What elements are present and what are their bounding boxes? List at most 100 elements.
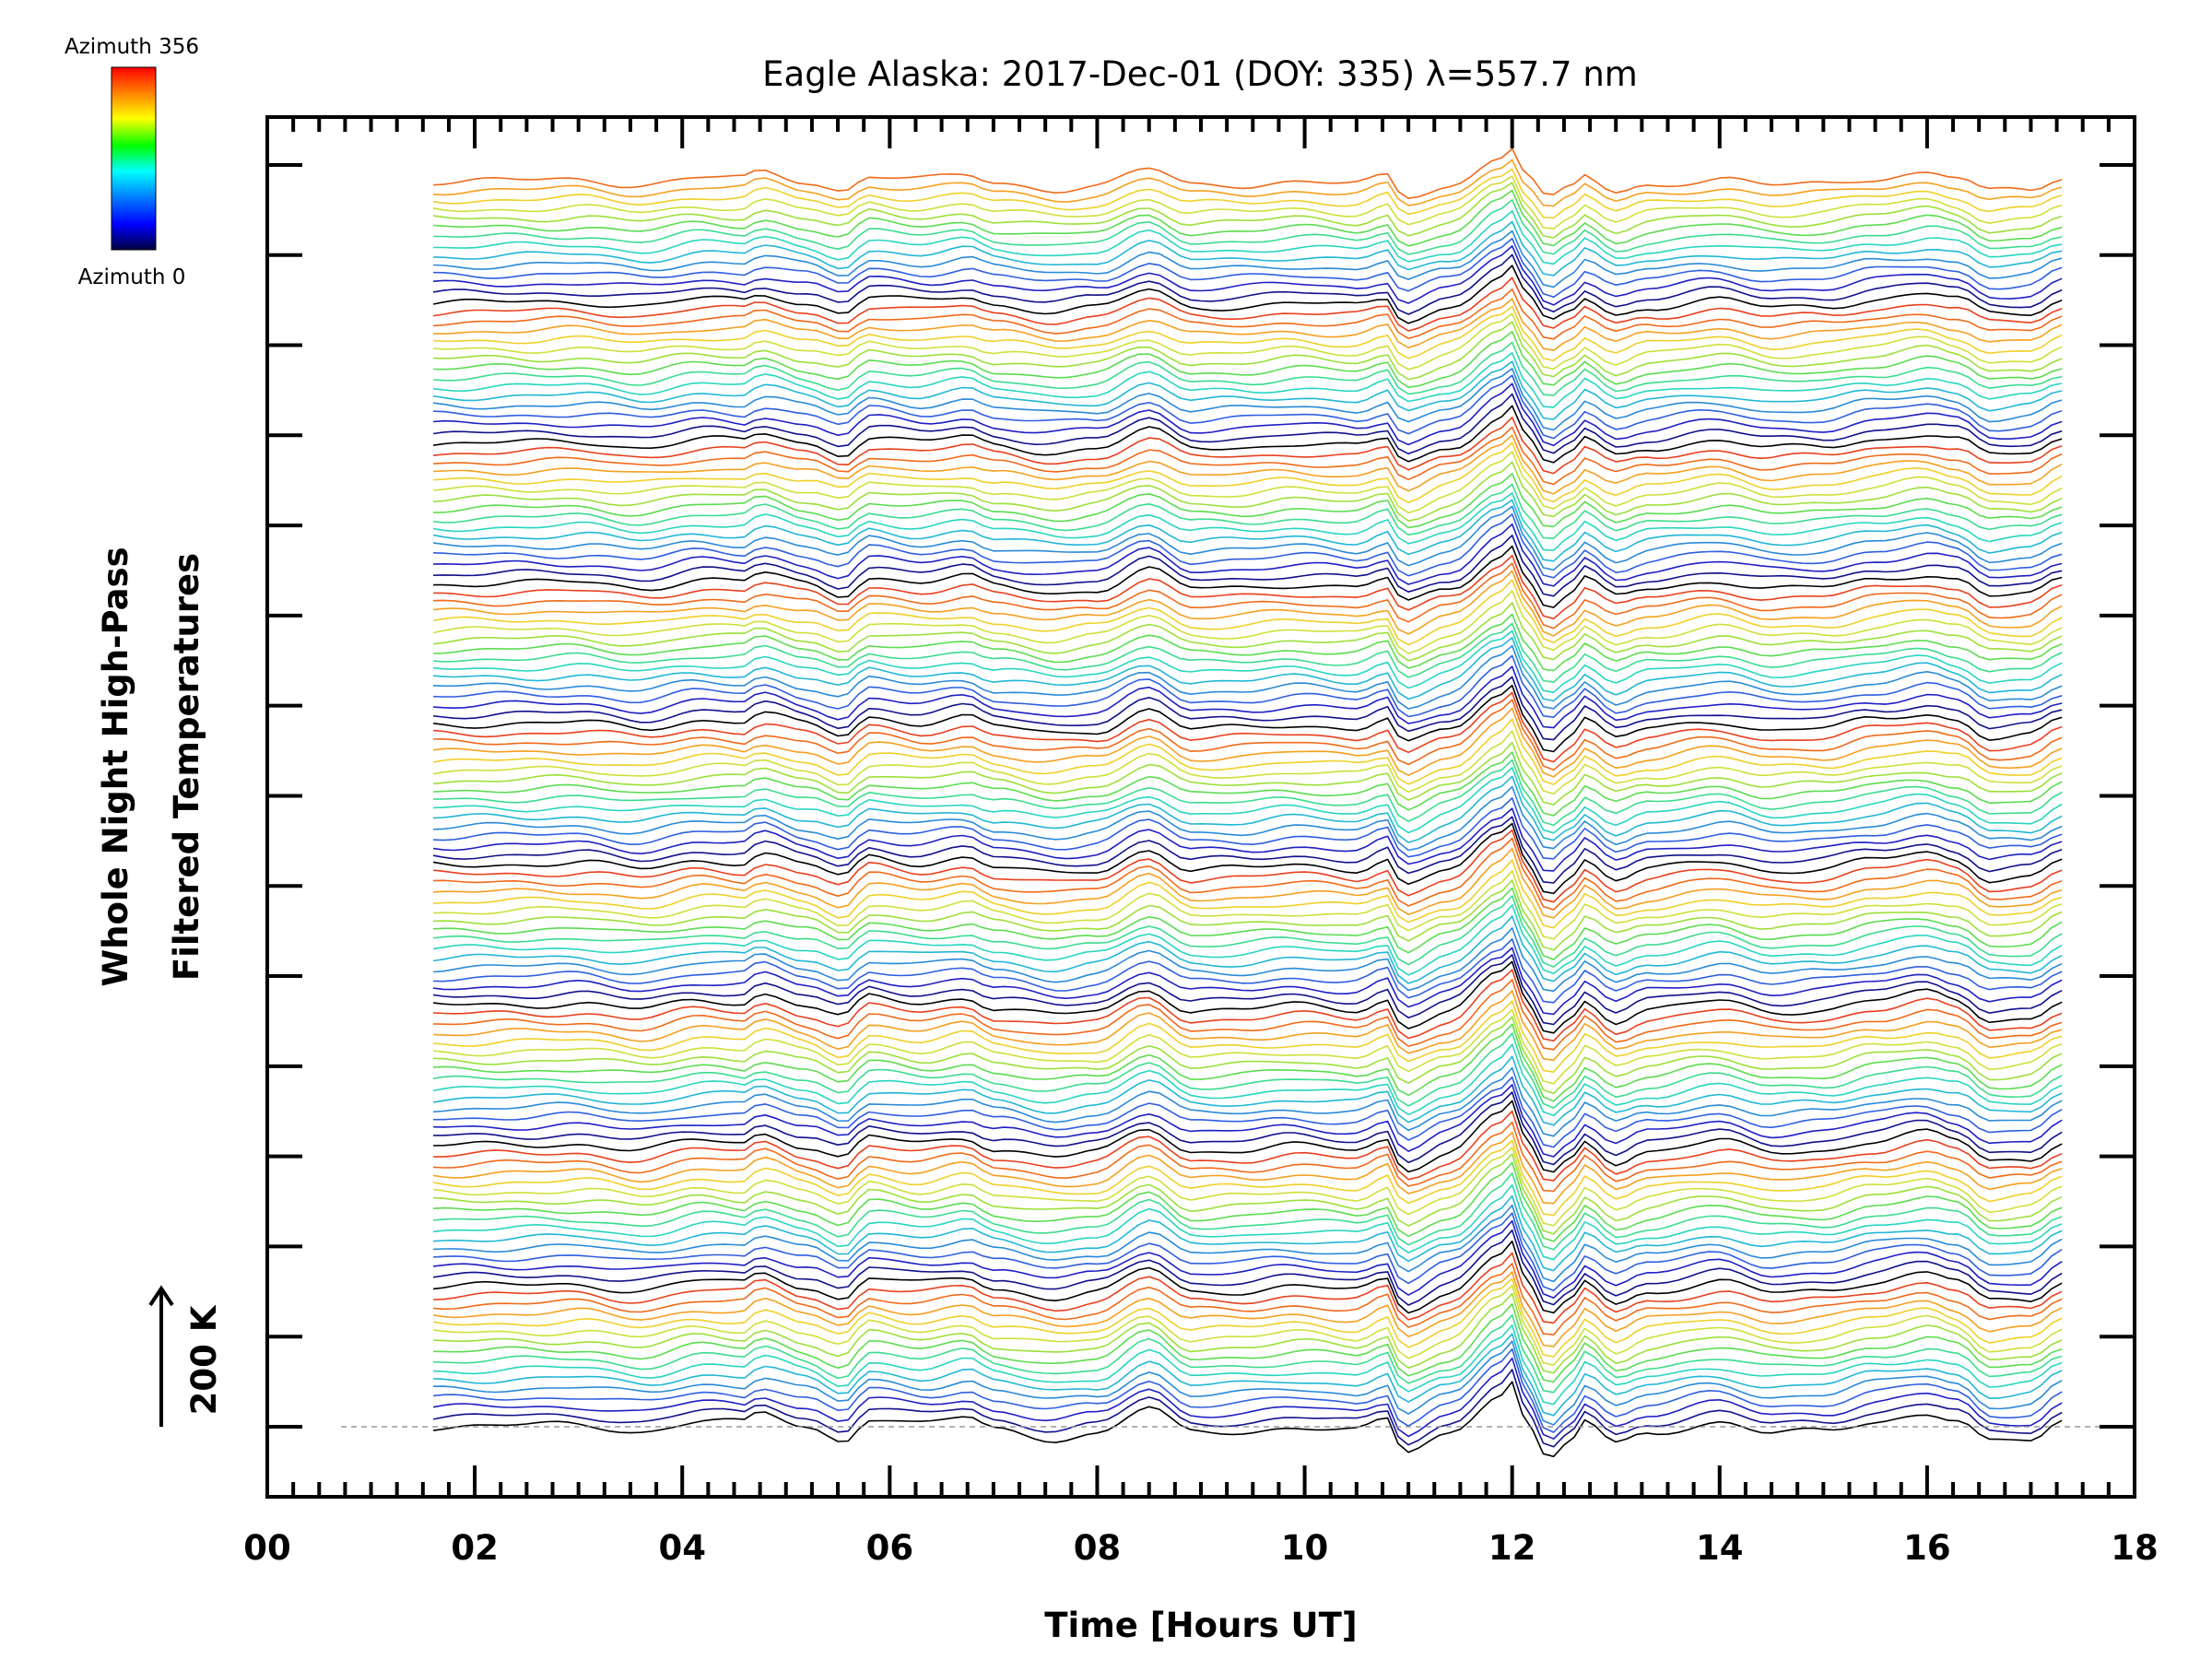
series-line bbox=[433, 159, 2063, 207]
series-layer bbox=[432, 147, 2063, 1458]
series-line bbox=[432, 807, 2063, 872]
series-line bbox=[433, 979, 2063, 1051]
colorbar-gradient bbox=[111, 66, 157, 251]
series-line bbox=[433, 1212, 2063, 1292]
x-tick-labels: 00 02 04 06 08 10 12 14 16 18 bbox=[243, 1528, 2159, 1568]
series-line bbox=[432, 492, 2063, 552]
series-line bbox=[433, 927, 2063, 993]
series-line bbox=[433, 426, 2063, 486]
y-axis-label-line1: Whole Night High-Pass bbox=[96, 547, 135, 986]
series-line bbox=[433, 785, 2063, 852]
series-line bbox=[433, 368, 2063, 431]
series-line bbox=[433, 434, 2063, 495]
series-line bbox=[433, 1016, 2063, 1095]
series-line bbox=[433, 622, 2063, 683]
x-tick-label: 18 bbox=[2111, 1528, 2159, 1568]
series-line bbox=[433, 321, 2063, 381]
series-line bbox=[433, 351, 2063, 408]
x-tick-label: 10 bbox=[1281, 1528, 1329, 1568]
series-line bbox=[432, 175, 2063, 229]
series-line bbox=[433, 837, 2063, 911]
series-line bbox=[433, 766, 2063, 834]
series-line bbox=[432, 168, 2063, 219]
series-line bbox=[433, 199, 2063, 255]
series-line bbox=[433, 1324, 2063, 1406]
series-line bbox=[432, 904, 2063, 976]
x-tick-label: 02 bbox=[451, 1528, 499, 1568]
colorbar: Azimuth 356 Azimuth 0 bbox=[65, 35, 199, 289]
series-line bbox=[432, 1043, 2063, 1117]
series-line bbox=[433, 545, 2063, 608]
series-line bbox=[433, 1263, 2063, 1335]
series-line bbox=[432, 276, 2063, 332]
series-line bbox=[433, 1008, 2063, 1085]
series-line bbox=[433, 554, 2063, 620]
series-line bbox=[433, 1204, 2063, 1283]
series-line bbox=[432, 915, 2063, 984]
scale-bar: 200 K bbox=[148, 1285, 224, 1427]
series-line bbox=[432, 253, 2063, 315]
series-line bbox=[433, 1313, 2063, 1394]
series-line bbox=[432, 590, 2063, 654]
series-line bbox=[433, 147, 2063, 199]
series-line bbox=[432, 1147, 2063, 1227]
y-axis-label-line2: Filtered Temperatures bbox=[167, 553, 206, 981]
series-line bbox=[433, 1219, 2063, 1299]
series-line bbox=[433, 1347, 2063, 1433]
series-line bbox=[433, 676, 2063, 741]
series-line bbox=[433, 1161, 2063, 1242]
colorbar-top-label: Azimuth 356 bbox=[65, 35, 199, 59]
series-line bbox=[433, 534, 2063, 597]
series-line bbox=[433, 969, 2063, 1042]
x-tick-label: 12 bbox=[1488, 1528, 1536, 1568]
series-line bbox=[433, 829, 2063, 903]
series-line bbox=[433, 879, 2063, 951]
x-tick-label: 14 bbox=[1696, 1528, 1744, 1568]
series-line bbox=[433, 505, 2063, 571]
series-line bbox=[432, 499, 2063, 562]
series-line bbox=[433, 707, 2063, 778]
series-line bbox=[432, 822, 2063, 895]
series-line bbox=[433, 312, 2063, 371]
series-line bbox=[432, 954, 2063, 1026]
series-line bbox=[432, 1277, 2063, 1358]
series-line bbox=[433, 189, 2063, 247]
series-line bbox=[433, 1091, 2063, 1166]
series-line bbox=[433, 1194, 2063, 1272]
series-line bbox=[432, 405, 2063, 464]
series-line bbox=[433, 562, 2063, 629]
series-line bbox=[432, 1032, 2063, 1109]
series-line bbox=[433, 759, 2063, 827]
series-line bbox=[433, 461, 2063, 523]
series-line bbox=[433, 1100, 2063, 1173]
series-line bbox=[433, 751, 2063, 817]
series-line bbox=[432, 360, 2063, 420]
series-line bbox=[433, 1023, 2063, 1102]
series-line bbox=[432, 1131, 2063, 1205]
series-line bbox=[432, 1271, 2063, 1347]
series-line bbox=[432, 730, 2063, 795]
series-line bbox=[433, 330, 2063, 389]
series-line bbox=[433, 416, 2063, 475]
x-tick-label: 06 bbox=[866, 1528, 914, 1568]
series-line bbox=[433, 305, 2063, 361]
series-line bbox=[433, 382, 2063, 447]
series-line bbox=[433, 1340, 2063, 1426]
series-line bbox=[433, 341, 2063, 396]
series-line bbox=[433, 1084, 2063, 1158]
series-line bbox=[433, 374, 2063, 440]
x-tick-label: 00 bbox=[243, 1528, 291, 1568]
series-line bbox=[433, 1302, 2063, 1383]
series-line bbox=[433, 1153, 2063, 1235]
series-line bbox=[432, 718, 2063, 785]
series-line bbox=[433, 483, 2063, 539]
plot-border bbox=[265, 115, 2136, 1499]
colorbar-bottom-label: Azimuth 0 bbox=[78, 265, 186, 289]
series-line bbox=[433, 613, 2063, 672]
series-line bbox=[432, 1357, 2063, 1440]
series-line bbox=[433, 513, 2063, 579]
series-line bbox=[433, 220, 2063, 276]
series-line bbox=[433, 1076, 2063, 1148]
series-line bbox=[433, 895, 2063, 968]
